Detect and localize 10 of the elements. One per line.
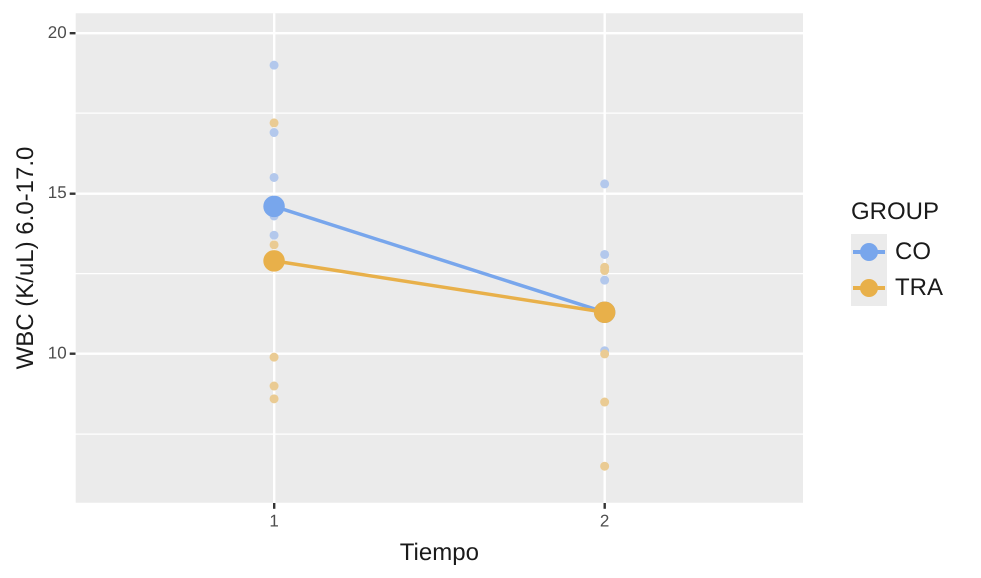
y-axis-title: WBC (K/uL) 6.0-17.0 [12, 146, 40, 370]
x-tick-label: 2 [600, 512, 610, 531]
legend-title: GROUP [851, 198, 940, 226]
x-axis-title: Tiempo [400, 539, 479, 566]
legend-label: CO [895, 238, 931, 266]
y-tick-label: 15 [48, 183, 67, 202]
x-tick-label: 1 [269, 512, 279, 531]
y-tick-label: 10 [48, 344, 67, 363]
y-tick-label: 20 [48, 22, 67, 42]
legend-label: TRA [895, 274, 943, 302]
